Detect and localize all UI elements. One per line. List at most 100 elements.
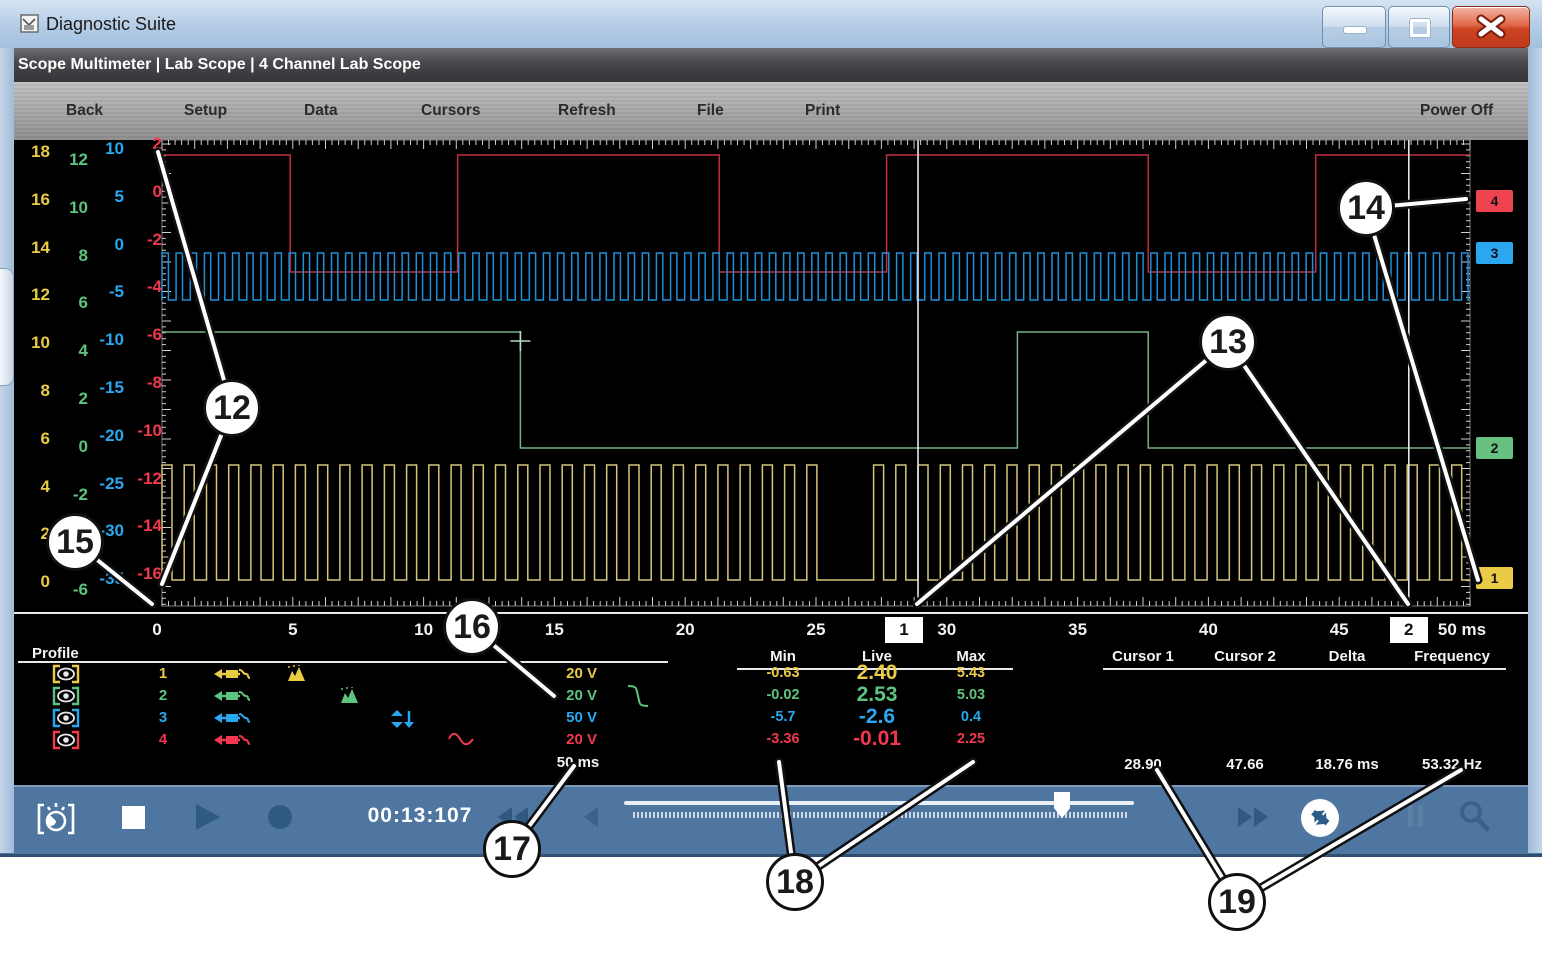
channel-tab-2[interactable]: 2 [1476,437,1513,459]
x-axis-label: 40 [1198,620,1218,639]
y-scale-ch2-value: 10 [69,197,88,217]
x-axis-label: 5 [288,620,298,639]
waveform-channel-2 [162,331,1470,449]
scope-display[interactable]: 181614121086420121086420-2-4-61050-5-10-… [14,134,1528,612]
channel-tab-3[interactable]: 3 [1476,242,1513,264]
x-axis-label: 25 [806,620,826,639]
y-scale-ch3-value: -15 [99,378,124,397]
scale-setting-ch2[interactable]: 20 V [566,687,597,704]
trigger-marker-icon [510,331,531,351]
probe-icon-ch2[interactable] [213,687,251,710]
toolbar-item-back[interactable]: Back [66,102,104,119]
side-panel-handle[interactable] [0,268,14,386]
y-scale-ch4-value: 0 [152,181,162,201]
fast-forward-icon[interactable] [1238,807,1268,827]
timeline-ticks [633,812,1127,818]
probe-icon-ch1[interactable] [213,665,251,688]
x-axis-label: 15 [544,620,564,639]
toolbar-item-file[interactable]: File [697,102,724,119]
live-value-ch2: 2.53 [856,683,898,706]
minimize-button[interactable] [1322,6,1386,48]
column-header-max: Max [956,648,986,665]
scale-setting-ch3[interactable]: 50 V [566,709,597,726]
y-scale-ch4-value: -12 [137,468,162,488]
close-icon [1476,14,1506,39]
channel-4-visibility-toggle[interactable] [52,730,80,755]
probe-icon-ch3[interactable] [213,709,251,732]
maximize-button[interactable] [1388,6,1450,48]
y-scale-ch4-value: -14 [137,516,162,536]
column-header-frequency: Frequency [1414,648,1490,665]
falling-curve-icon-ch2[interactable] [626,683,650,714]
toolbar-item-setup[interactable]: Setup [184,102,228,119]
window-border-right [1528,48,1542,853]
y-scale-ch3-value: 5 [114,186,124,206]
y-scale-ch4-value: -10 [137,420,162,440]
y-scale-ch1-value: 8 [40,381,50,400]
zoom-search-icon[interactable] [1458,799,1490,833]
y-scale-ch4-value: -2 [146,229,162,249]
channel-number-4: 4 [158,731,168,748]
toolbar-item-cursors[interactable]: Cursors [421,102,481,119]
profile-title: Profile [32,645,79,662]
waveform-plot [161,139,1471,607]
time-display: 00:13:107 [367,804,473,827]
stop-button[interactable] [122,806,145,829]
close-button[interactable] [1452,6,1530,48]
breadcrumb: Scope Multimeter | Lab Scope | 4 Channel… [18,56,421,73]
y-scale-ch1-value: 14 [31,237,50,257]
x-axis-label: 45 [1329,620,1349,639]
channel-tab-1[interactable]: 1 [1476,567,1513,589]
cursor-measurement-3: 53.32 Hz [1421,756,1483,773]
timer-icon[interactable] [36,799,76,839]
channel-tab-4[interactable]: 4 [1476,190,1513,212]
y-scale-ch3-value: -30 [99,521,124,541]
y-scale-ch4-value: -16 [137,564,162,584]
app-icon [20,14,40,34]
y-scale-ch2-value: 6 [78,293,88,313]
y-scale-ch3-value: -10 [99,330,124,350]
cursor-flag-2[interactable]: 2 [1389,617,1428,643]
y-scale-ch3-value: 10 [105,139,124,158]
peak-detect-icon-ch2[interactable] [339,686,361,710]
step-back-icon[interactable] [584,807,598,827]
min-value-ch2: -0.02 [766,687,800,703]
record-button[interactable] [268,805,292,829]
sweep-setting[interactable]: 50 ms [556,754,600,771]
toolbar-item-print[interactable]: Print [805,102,841,119]
cursor-measurement-1: 47.66 [1226,756,1264,773]
pause-icon[interactable] [1408,805,1423,832]
review-mode-button[interactable] [1301,799,1339,837]
y-scale-ch3-value: -5 [108,282,124,302]
play-button[interactable] [196,804,220,830]
y-scale-ch4-value: -6 [146,325,162,345]
y-scale-ch1-value: 16 [31,189,50,209]
y-scale-ch1-value: 10 [31,333,50,353]
scale-arrows-icon-ch3[interactable] [390,709,414,734]
column-header-cursor-2: Cursor 2 [1214,648,1276,665]
peak-detect-icon-ch1[interactable] [286,664,308,688]
scale-setting-ch4[interactable]: 20 V [566,731,597,748]
max-value-ch1: 5.43 [956,665,986,681]
callout-18: 18 [766,853,824,911]
y-scale-ch4-value: 2 [152,134,162,153]
toolbar-item-refresh[interactable]: Refresh [558,102,616,119]
toolbar-item-data[interactable]: Data [304,102,338,119]
live-value-ch4: -0.01 [853,727,901,750]
toolbar-item-power-off[interactable]: Power Off [1420,102,1494,119]
probe-icon-ch4[interactable] [213,731,251,754]
sine-icon-ch4[interactable] [448,731,474,752]
cursor-flag-1[interactable]: 1 [885,617,924,643]
y-scale-ch3-value: -25 [99,473,124,493]
cursor-measurement-0: 28.90 [1124,756,1162,773]
channel-3-visibility-toggle[interactable] [52,708,80,733]
timeline-slider-thumb[interactable] [1054,792,1070,818]
channel-1-visibility-toggle[interactable] [52,664,80,689]
minimize-icon [1343,26,1367,34]
channel-2-visibility-toggle[interactable] [52,686,80,711]
callout-13: 13 [1199,313,1257,371]
y-scale-ch2-value: -6 [72,580,88,600]
swap-arrows-icon [1311,809,1330,826]
scale-setting-ch1[interactable]: 20 V [566,665,597,682]
channel-number-1: 1 [158,665,168,682]
